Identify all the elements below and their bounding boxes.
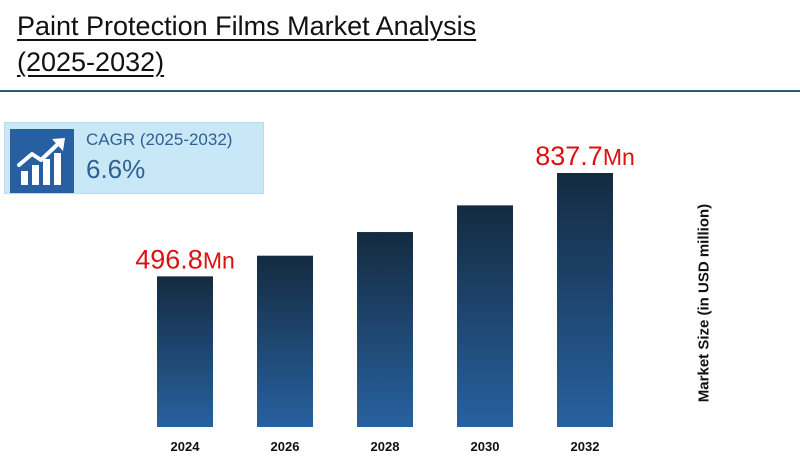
x-tick-2032: 2032 <box>571 439 600 454</box>
bar-2032 <box>557 173 613 427</box>
growth-chart-icon <box>10 129 74 193</box>
x-tick-2030: 2030 <box>471 439 500 454</box>
data-label-2032: 837.7Mn <box>535 141 635 171</box>
y-axis-label: Market Size (in USD million) <box>695 203 713 403</box>
bar-2024 <box>157 276 213 427</box>
bar-2026 <box>257 255 313 427</box>
x-tick-2028: 2028 <box>371 439 400 454</box>
cagr-card: CAGR (2025-2032) 6.6% <box>4 122 264 194</box>
bar-2030 <box>457 205 513 427</box>
title-line-2: (2025-2032) <box>17 47 165 77</box>
x-tick-2026: 2026 <box>271 439 300 454</box>
cagr-value: 6.6% <box>86 154 146 184</box>
bar-2028 <box>357 232 413 427</box>
cagr-label: CAGR (2025-2032) <box>86 130 233 149</box>
x-tick-2024: 2024 <box>171 439 201 454</box>
title-line-1: Paint Protection Films Market Analysis <box>17 11 477 41</box>
page-title: Paint Protection Films Market Analysis (2… <box>17 8 476 80</box>
data-label-2024: 496.8Mn <box>135 244 235 274</box>
header-divider <box>0 90 800 92</box>
